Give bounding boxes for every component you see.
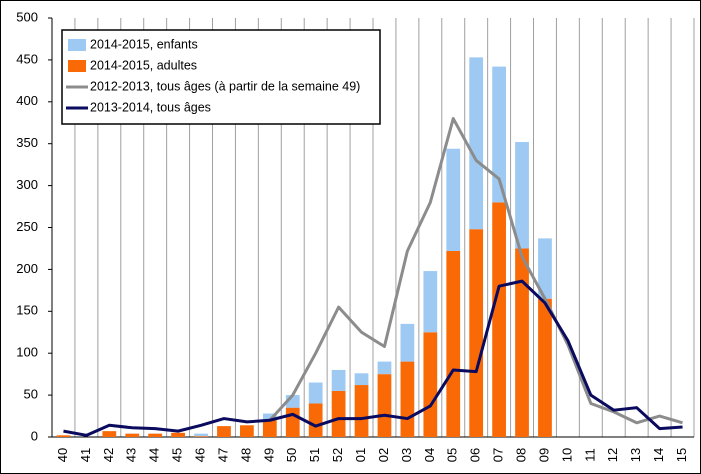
x-tick-label: 46 — [192, 448, 207, 462]
x-tick-label: 05 — [445, 448, 460, 462]
bar — [354, 373, 369, 386]
bar — [262, 413, 277, 421]
bar — [423, 332, 438, 437]
x-tick-label: 40 — [55, 448, 70, 462]
bar — [446, 250, 461, 437]
x-tick-label: 15 — [674, 448, 689, 462]
x-tick-label: 47 — [215, 448, 230, 462]
bar — [492, 66, 506, 203]
y-tick-label: 250 — [16, 219, 38, 234]
bar — [148, 433, 163, 437]
bar — [469, 229, 484, 437]
x-tick-label: 03 — [399, 448, 414, 462]
bar — [56, 435, 71, 437]
bar — [308, 403, 323, 437]
bar — [377, 374, 392, 437]
y-tick-label: 0 — [31, 428, 38, 443]
bar — [492, 202, 506, 437]
line-series — [63, 279, 683, 437]
x-tick-label: 42 — [101, 448, 116, 462]
legend-label: 2012-2013, tous âges (à partir de la sem… — [90, 79, 360, 93]
x-tick-label: 50 — [284, 448, 299, 462]
legend-box — [61, 29, 381, 125]
x-tick-label: 51 — [307, 448, 322, 462]
y-tick-label: 50 — [24, 387, 38, 402]
line-series — [268, 117, 683, 425]
legend-label: 2014-2015, enfants — [90, 37, 198, 51]
x-tick-label: 49 — [261, 448, 276, 462]
x-tick-label: 41 — [78, 448, 93, 462]
legend-swatch — [68, 60, 86, 72]
x-tick-label: 48 — [238, 448, 253, 462]
bar — [102, 431, 117, 437]
x-tick-label: 06 — [468, 448, 483, 462]
bar — [515, 142, 529, 249]
bar — [377, 361, 392, 375]
y-tick-label: 350 — [16, 135, 38, 150]
x-tick-label: 52 — [330, 448, 345, 462]
bar — [194, 433, 208, 437]
x-tick-label: 01 — [353, 448, 368, 462]
bar — [171, 432, 185, 437]
x-tick-label: 13 — [628, 448, 643, 462]
y-tick-label: 100 — [16, 345, 38, 360]
x-tick-label: 09 — [536, 448, 551, 462]
x-tick-label: 12 — [605, 448, 620, 462]
bar — [194, 436, 208, 437]
bar — [331, 369, 346, 391]
bar — [538, 298, 552, 437]
bar — [262, 420, 277, 437]
legend-swatch — [68, 39, 86, 51]
bar — [240, 425, 254, 437]
x-tick-label: 02 — [376, 448, 391, 462]
x-tick-label: 45 — [170, 448, 185, 462]
bar — [400, 323, 415, 362]
y-tick-label: 200 — [16, 261, 38, 276]
x-tick-label: 44 — [147, 448, 162, 462]
x-tick-label: 14 — [651, 448, 666, 462]
bar — [469, 57, 484, 230]
bar — [285, 407, 300, 437]
x-tick-label: 11 — [582, 448, 597, 462]
y-tick-label: 500 — [16, 9, 38, 24]
legend-label: 2013-2014, tous âges — [90, 100, 211, 114]
x-tick-label: 07 — [491, 448, 506, 462]
bar — [423, 271, 438, 333]
y-tick-label: 450 — [16, 51, 38, 66]
bar — [331, 390, 346, 437]
x-tick-label: 10 — [559, 448, 574, 462]
y-tick-label: 150 — [16, 303, 38, 318]
legend-label: 2014-2015, adultes — [90, 58, 197, 72]
x-tick-label: 04 — [422, 448, 437, 462]
bar — [400, 361, 415, 437]
bar — [308, 382, 323, 404]
bar — [538, 238, 552, 299]
x-tick-label: 08 — [513, 448, 528, 462]
bar — [217, 426, 231, 437]
bar — [125, 433, 140, 437]
bar — [354, 385, 369, 437]
bar — [515, 248, 529, 437]
x-tick-label: 43 — [124, 448, 139, 462]
y-tick-label: 400 — [16, 93, 38, 108]
y-tick-label: 300 — [16, 177, 38, 192]
bar — [446, 148, 461, 251]
